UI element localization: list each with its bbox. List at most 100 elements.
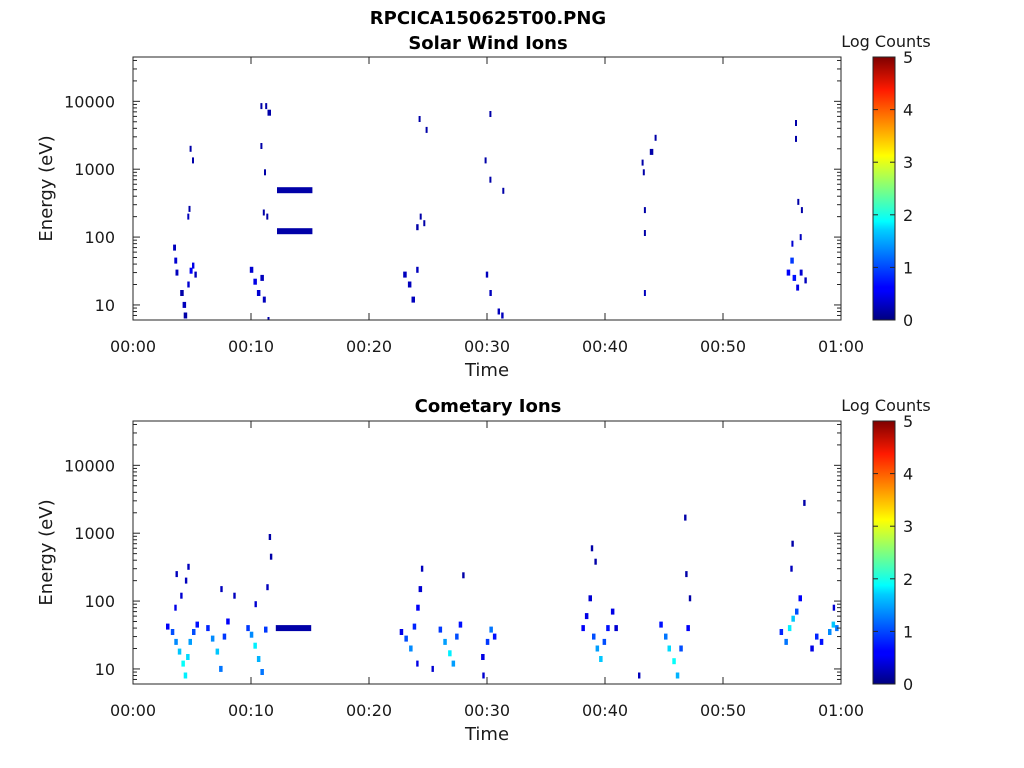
- heatmap-cell: [786, 269, 791, 276]
- heatmap-cell: [599, 656, 603, 662]
- heatmap-cell: [489, 290, 492, 296]
- x-tick-label: 00:10: [228, 337, 274, 356]
- heatmap-cell: [266, 213, 269, 220]
- y-tick-label: 10: [95, 296, 115, 315]
- heatmap-cell: [795, 135, 797, 142]
- heatmap-cell: [667, 645, 671, 652]
- heatmap-cell: [175, 571, 178, 578]
- x-tick-label: 00:30: [464, 701, 510, 720]
- x-tick-label: 00:00: [110, 337, 156, 356]
- heatmap-cell: [181, 660, 185, 667]
- colorbar-tick-label: 4: [903, 101, 913, 120]
- heatmap-cell: [210, 635, 215, 642]
- heatmap-cell: [416, 604, 420, 611]
- heatmap-cell: [797, 198, 800, 205]
- heatmap-cell: [180, 592, 183, 599]
- heatmap-cell: [253, 642, 257, 649]
- heatmap-cell: [489, 626, 493, 633]
- heatmap-cell: [192, 157, 194, 164]
- colorbar-tick-label: 2: [903, 570, 913, 589]
- heatmap-cell: [594, 558, 597, 565]
- heatmap-cell: [254, 601, 257, 608]
- heatmap-cell: [790, 257, 794, 264]
- x-tick-label: 00:50: [700, 701, 746, 720]
- heatmap-cell: [438, 626, 443, 633]
- heatmap-cell: [220, 586, 223, 593]
- heatmap-cell: [277, 228, 313, 235]
- heatmap-cell: [416, 224, 419, 231]
- colorbar-tick-label: 0: [903, 311, 913, 330]
- y-tick-label: 10: [95, 660, 115, 679]
- heatmap-cell: [256, 290, 261, 296]
- heatmap-cell: [685, 571, 688, 578]
- heatmap-cell: [492, 633, 497, 640]
- heatmap-cell: [649, 148, 654, 155]
- heatmap-cell: [267, 317, 270, 320]
- heatmap-cell: [412, 623, 417, 630]
- heatmap-cell: [189, 145, 192, 152]
- heatmap-cell: [249, 631, 254, 638]
- heatmap-cell: [268, 534, 272, 540]
- heatmap-cell: [675, 672, 680, 679]
- x-tick-label: 00:40: [582, 701, 628, 720]
- heatmap-cell: [592, 633, 596, 640]
- heatmap-cell: [606, 625, 610, 632]
- heatmap-cell: [684, 514, 687, 521]
- heatmap-cell: [581, 625, 585, 632]
- heatmap-cell: [485, 638, 490, 645]
- heatmap-cell: [399, 629, 404, 635]
- heatmap-cell: [832, 604, 836, 611]
- heatmap-cells: [173, 103, 807, 320]
- y-tick-label: 10000: [64, 92, 115, 111]
- heatmap-cell: [815, 633, 819, 640]
- figure-title: RPCICA150625T00.PNG: [370, 8, 606, 29]
- heatmap-cell: [180, 290, 184, 296]
- heatmap-cell: [799, 234, 802, 241]
- heatmap-cell: [219, 665, 223, 672]
- heatmap-cell: [584, 613, 589, 620]
- heatmap-cell: [166, 623, 170, 630]
- heatmap-cell: [277, 187, 313, 194]
- heatmap-cell: [187, 213, 190, 220]
- heatmap-cell: [489, 176, 492, 183]
- heatmap-cell: [423, 220, 426, 227]
- x-axis-label: Time: [464, 360, 509, 381]
- heatmap-cell: [792, 274, 797, 281]
- heatmap-cell: [174, 604, 177, 611]
- heatmap-cell: [819, 638, 824, 645]
- heatmap-cell: [484, 157, 487, 164]
- heatmap-cell: [791, 540, 794, 547]
- heatmap-cell: [835, 625, 839, 632]
- heatmap-cell: [260, 143, 263, 149]
- heatmap-cell: [425, 126, 428, 133]
- colorbar-tick-label: 4: [903, 465, 913, 484]
- heatmap-cell: [419, 213, 422, 220]
- x-tick-label: 00:40: [582, 337, 628, 356]
- heatmap-cell: [664, 633, 668, 640]
- heatmap-cell: [170, 629, 175, 635]
- heatmap-cell: [416, 660, 419, 667]
- heatmap-cell: [798, 595, 802, 602]
- heatmap-cell: [443, 638, 447, 645]
- heatmap-cell: [485, 271, 489, 278]
- heatmap-cell: [409, 645, 413, 652]
- heatmap-cell: [451, 660, 456, 667]
- heatmap-cell: [672, 658, 676, 665]
- heatmap-cell: [654, 134, 657, 141]
- heatmap-cell: [186, 654, 190, 660]
- heatmap-cell: [264, 626, 268, 633]
- colorbar: [872, 420, 896, 685]
- heatmap-cell: [831, 621, 836, 628]
- heatmap-cell: [595, 645, 600, 652]
- heatmap-cell: [266, 584, 269, 591]
- heatmap-cell: [462, 572, 465, 579]
- heatmap-cell: [416, 266, 419, 273]
- heatmap-cell: [264, 169, 266, 176]
- heatmap-cell: [260, 669, 264, 675]
- y-tick-label: 100: [84, 228, 115, 247]
- y-axis-label: Energy (eV): [36, 135, 57, 241]
- heatmap-cell: [779, 629, 784, 635]
- y-tick-label: 100: [84, 592, 115, 611]
- colorbar-tick-label: 2: [903, 206, 913, 225]
